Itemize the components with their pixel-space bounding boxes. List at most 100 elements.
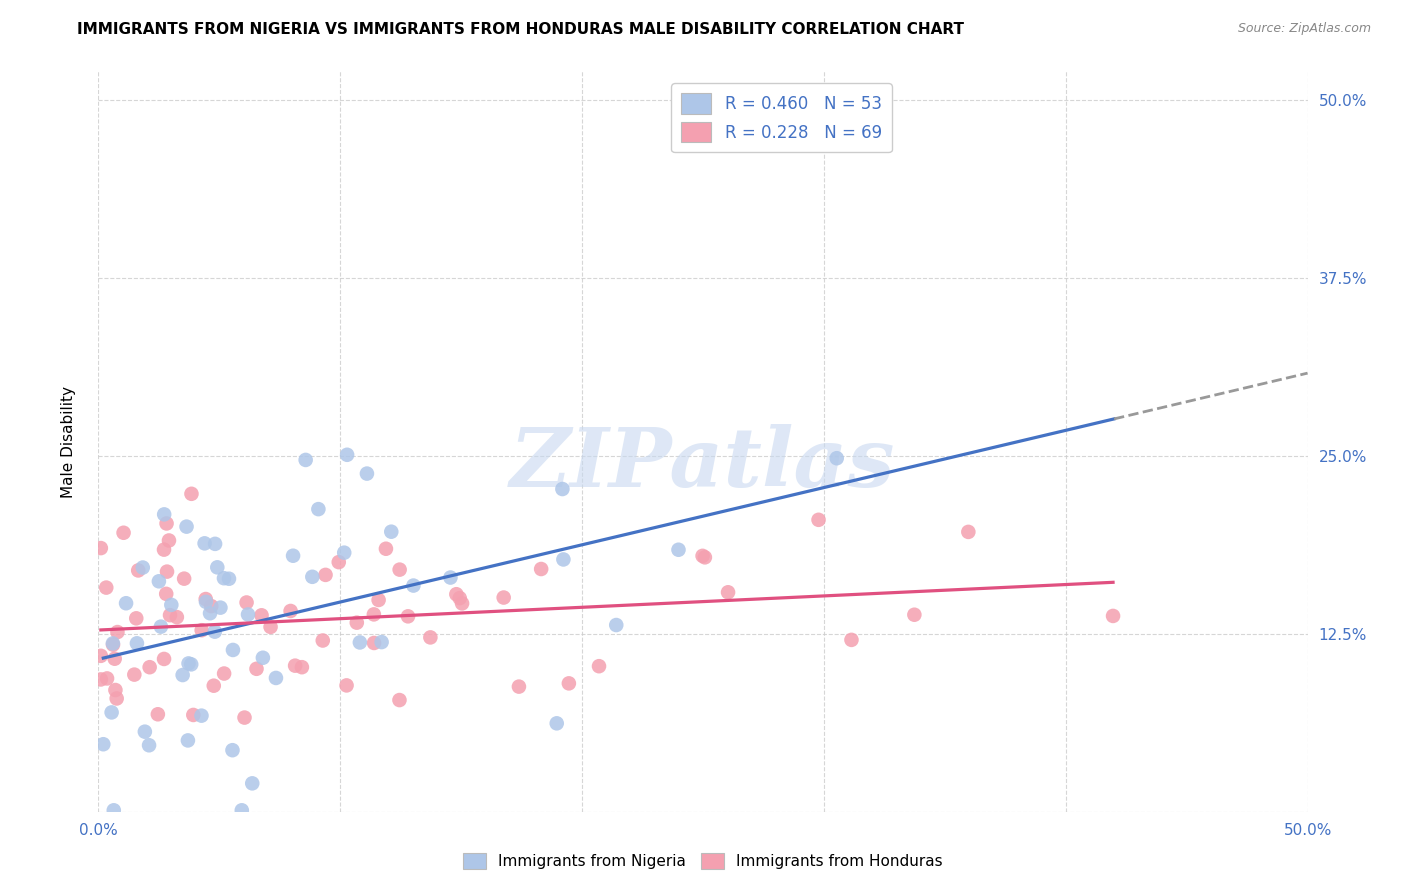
Point xyxy=(551,482,574,496)
Point xyxy=(198,607,221,621)
Point xyxy=(104,683,127,698)
Point xyxy=(446,587,468,601)
Point xyxy=(91,737,114,751)
Point xyxy=(153,508,176,522)
Y-axis label: Male Disability: Male Disability xyxy=(62,385,76,498)
Point xyxy=(200,599,222,613)
Point xyxy=(156,565,179,579)
Point xyxy=(222,643,245,657)
Point xyxy=(153,542,176,557)
Point xyxy=(825,451,848,466)
Point xyxy=(333,546,356,560)
Point xyxy=(233,710,256,724)
Point xyxy=(957,524,980,539)
Point xyxy=(380,524,402,539)
Point xyxy=(105,691,128,706)
Point xyxy=(252,650,274,665)
Point xyxy=(363,636,385,650)
Point xyxy=(374,541,396,556)
Point xyxy=(284,658,307,673)
Point xyxy=(301,570,323,584)
Point xyxy=(231,803,253,817)
Point xyxy=(439,570,461,584)
Point xyxy=(349,635,371,649)
Point xyxy=(841,632,863,647)
Point xyxy=(236,607,259,622)
Point xyxy=(240,776,263,790)
Point xyxy=(138,660,160,674)
Point xyxy=(294,453,316,467)
Point xyxy=(315,567,337,582)
Point xyxy=(149,620,172,634)
Point xyxy=(125,636,148,650)
Point xyxy=(235,595,257,609)
Point xyxy=(194,592,217,607)
Point xyxy=(112,525,135,540)
Point xyxy=(132,560,155,574)
Point xyxy=(370,635,392,649)
Point xyxy=(307,502,329,516)
Point xyxy=(155,587,177,601)
Point xyxy=(134,724,156,739)
Point xyxy=(204,624,226,639)
Point xyxy=(100,706,122,720)
Point xyxy=(492,591,515,605)
Point xyxy=(250,608,273,623)
Point xyxy=(146,707,169,722)
Point xyxy=(312,633,335,648)
Point xyxy=(693,550,716,565)
Point xyxy=(588,659,610,673)
Point xyxy=(717,585,740,599)
Point xyxy=(807,513,830,527)
Point xyxy=(1102,609,1125,624)
Point xyxy=(90,648,112,663)
Point xyxy=(177,733,200,747)
Point xyxy=(176,519,198,533)
Point xyxy=(209,600,232,615)
Point xyxy=(138,739,160,753)
Point xyxy=(181,708,204,723)
Point xyxy=(328,555,350,569)
Point xyxy=(451,596,474,610)
Point xyxy=(90,541,112,555)
Point xyxy=(336,448,359,462)
Point xyxy=(101,636,124,650)
Point xyxy=(172,668,194,682)
Point xyxy=(104,651,127,665)
Point xyxy=(903,607,925,622)
Point xyxy=(291,660,314,674)
Point xyxy=(259,620,281,634)
Point xyxy=(553,552,575,566)
Point xyxy=(605,618,627,632)
Point xyxy=(692,549,714,563)
Point xyxy=(101,638,124,652)
Point xyxy=(160,598,183,612)
Point xyxy=(280,604,302,618)
Point xyxy=(127,563,149,577)
Point xyxy=(558,676,581,690)
Point xyxy=(530,562,553,576)
Point xyxy=(546,716,568,731)
Point xyxy=(173,572,195,586)
Point xyxy=(90,673,112,687)
Point xyxy=(264,671,287,685)
Text: IMMIGRANTS FROM NIGERIA VS IMMIGRANTS FROM HONDURAS MALE DISABILITY CORRELATION : IMMIGRANTS FROM NIGERIA VS IMMIGRANTS FR… xyxy=(77,22,965,37)
Point xyxy=(96,581,118,595)
Legend: R = 0.460   N = 53, R = 0.228   N = 69: R = 0.460 N = 53, R = 0.228 N = 69 xyxy=(672,83,891,153)
Point xyxy=(107,625,129,640)
Point xyxy=(180,657,202,672)
Point xyxy=(202,679,225,693)
Point xyxy=(508,680,530,694)
Point xyxy=(103,803,125,817)
Text: Source: ZipAtlas.com: Source: ZipAtlas.com xyxy=(1237,22,1371,36)
Point xyxy=(194,536,217,550)
Point xyxy=(204,537,226,551)
Point xyxy=(207,560,229,574)
Point xyxy=(367,593,389,607)
Point xyxy=(190,708,212,723)
Point xyxy=(190,624,212,638)
Text: ZIPatlas: ZIPatlas xyxy=(510,424,896,504)
Point xyxy=(180,487,202,501)
Point xyxy=(148,574,170,589)
Point xyxy=(96,672,118,686)
